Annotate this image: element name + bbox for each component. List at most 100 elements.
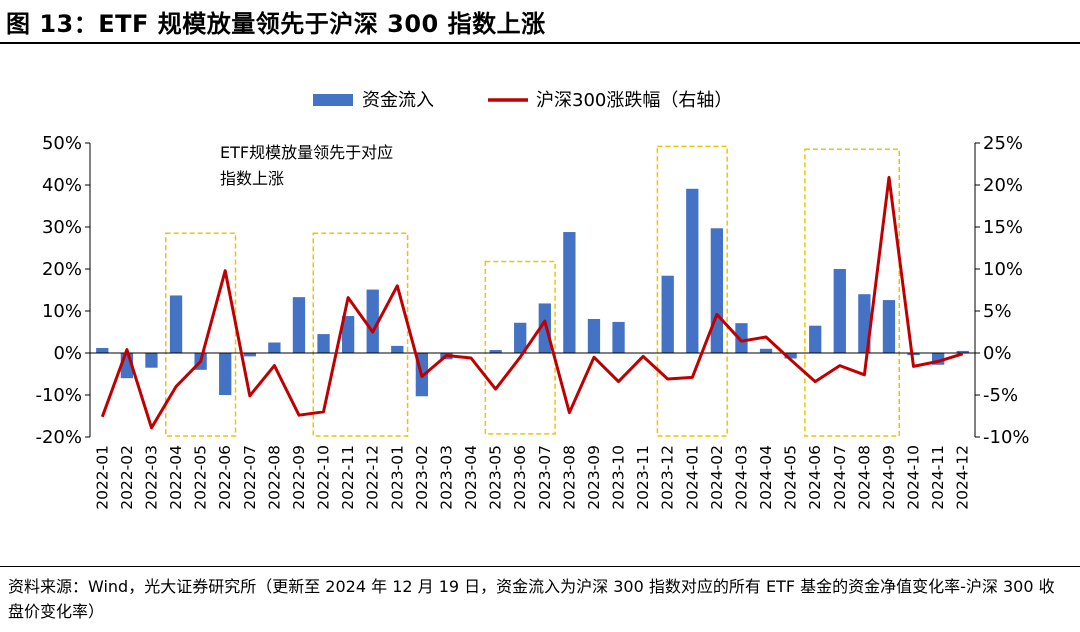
x-tick-label: 2022-08 [265,445,283,510]
x-tick-label: 2022-12 [364,445,382,510]
chart: -20% -10% 0% 10% 20% 30% 40% 50% -10% -5% 0% 5% 10% 1… [35,90,1029,510]
source-divider [0,566,1080,567]
bar-2024-11 [931,353,945,365]
bar-2024-09 [882,300,896,353]
annotation-line-2: 指数上涨 [220,169,284,188]
axes: -20% -10% 0% 10% 20% 30% 40% 50% -10% -5% 0% 5% 10% 1… [35,133,1029,510]
bar-2022-11 [341,316,355,353]
left-tick-label: 30% [42,217,82,238]
bar-2024-04 [759,348,773,353]
x-tick-label: 2022-10 [315,445,333,510]
x-tick-label: 2022-09 [290,445,308,510]
right-tick-label: -10% [983,427,1030,448]
x-tick-label: 2022-05 [192,445,210,510]
figure-title: 图 13：ETF 规模放量领先于沪深 300 指数上涨 [6,10,546,38]
highlight-boxes [165,145,901,437]
bar-2024-07 [833,269,846,353]
right-tick-label: 15% [983,217,1023,238]
x-tick-label: 2024-02 [708,445,726,510]
bar-2024-01 [686,188,699,353]
x-tick-label: 2024-07 [831,445,849,510]
x-tick-label: 2024-06 [806,445,824,510]
x-tick-label: 2023-07 [536,445,554,510]
bar-2024-02 [710,228,724,353]
bar-2022-09 [292,297,306,353]
right-tick-label: 5% [983,301,1012,322]
highlight-box-2 [312,232,409,437]
x-tick-label: 2024-05 [782,445,800,510]
bar-2023-06 [514,322,527,353]
x-tick-label: 2022-03 [142,445,160,510]
bar-2022-03 [145,353,158,368]
bar-2023-08 [563,232,576,353]
legend-line-label: 沪深300涨跌幅（右轴） [536,90,732,111]
bar-series [96,188,969,397]
title-divider [0,42,1080,44]
x-tick-label: 2022-02 [118,445,136,510]
bar-2023-07 [538,303,551,353]
bar-2024-10 [907,353,920,356]
x-tick-label: 2022-11 [339,445,357,510]
x-tick-label: 2023-01 [388,445,406,510]
x-tick-label: 2023-03 [437,445,455,510]
bar-2022-04 [169,295,183,353]
x-tick-label: 2022-01 [93,445,111,510]
right-tick-label: 25% [983,133,1023,154]
x-tick-label: 2024-09 [880,445,898,510]
bar-2022-12 [366,289,379,353]
x-tick-label: 2024-03 [732,445,750,510]
left-tick-label: 50% [42,133,82,154]
annotation-line-1: ETF规模放量领先于对应 [220,143,393,162]
x-tick-label: 2024-10 [905,445,923,510]
bar-2023-10 [612,321,625,353]
x-tick-label: 2024-01 [683,445,701,510]
right-tick-label: -5% [983,385,1018,406]
legend-bar-swatch [313,94,353,106]
left-tick-label: -20% [35,427,82,448]
x-tick-label: 2023-09 [585,445,603,510]
x-tick-label: 2023-12 [659,445,677,510]
highlight-box-1 [165,232,237,437]
left-tick-label: 20% [42,259,82,280]
bar-2024-05 [784,353,797,359]
x-tick-label: 2024-04 [757,445,775,510]
x-tick-label: 2024-08 [855,445,873,510]
bar-2022-10 [317,334,330,353]
legend-bar-label: 资金流入 [362,90,434,111]
bar-2024-12 [956,350,969,353]
bar-2024-06 [809,325,822,353]
x-tick-label: 2023-10 [610,445,628,510]
right-tick-label: 10% [983,259,1023,280]
line-series [100,175,964,430]
highlight-box-5 [804,148,901,437]
source-note: 资料来源：Wind，光大证券研究所（更新至 2024 年 12 月 19 日，资… [8,577,1055,621]
bar-2023-01 [391,345,404,353]
x-tick-label: 2023-06 [511,445,529,510]
x-tick-label: 2024-12 [954,445,972,510]
x-tick-label: 2023-04 [462,445,480,510]
x-tick-label: 2023-08 [560,445,578,510]
x-tick-label: 2023-11 [634,445,652,510]
x-tick-label: 2022-07 [241,445,259,510]
bar-2023-05 [489,350,502,353]
x-tick-label: 2022-06 [216,445,234,510]
highlight-box-4 [656,145,728,437]
x-tick-label: 2023-02 [413,445,431,510]
bar-2022-01 [96,347,109,353]
x-tick-label: 2024-11 [929,445,947,510]
bar-2022-06 [219,353,232,395]
highlight-box-3 [484,260,556,435]
bar-2022-07 [243,353,256,357]
bar-2023-09 [587,318,601,353]
right-tick-label: 20% [983,175,1023,196]
legend: 资金流入 沪深300涨跌幅（右轴） [313,90,732,111]
left-tick-label: 0% [53,343,82,364]
x-tick-label: 2022-04 [167,445,185,510]
bar-2024-03 [735,323,748,353]
x-tick-label: 2023-05 [487,445,505,510]
left-tick-label: 10% [42,301,82,322]
left-tick-label: -10% [35,385,82,406]
bar-2023-12 [661,275,674,353]
line-hs300-change [100,175,964,430]
